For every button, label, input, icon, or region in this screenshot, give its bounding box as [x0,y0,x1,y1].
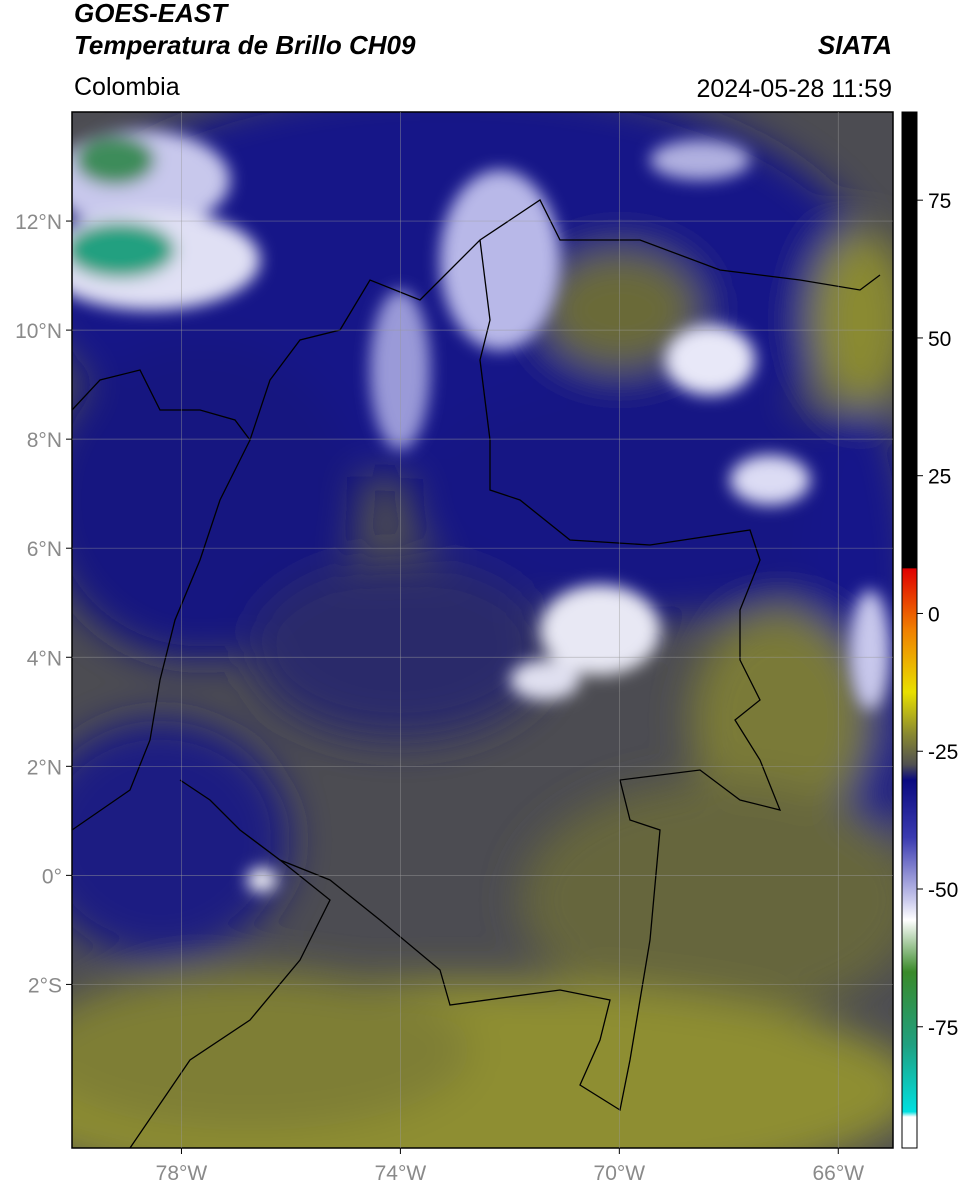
map-frame [71,111,894,1149]
grid [72,112,893,1148]
source: SIATA [818,30,892,60]
colorbar-tick-label: -75 [928,1017,958,1040]
colorbar-tick-label: 0 [928,603,940,626]
x-tick-label: 78°W [156,1162,208,1185]
x-tick-label: 70°W [594,1162,646,1185]
y-tick-label: 10°N [15,320,62,343]
subtitle: Temperatura de Brillo CH09 [74,30,416,60]
region: Colombia [74,73,180,101]
y-tick-label: 4°N [27,647,62,670]
y-tick-label: 6°N [27,538,62,561]
colorbar-tick-label: -50 [928,879,958,902]
x-tick-label: 66°W [812,1162,864,1185]
colorbar-tick-label: 75 [928,190,951,213]
colorbar-tick-label: -25 [928,741,958,764]
colorbar-tick-label: 50 [928,328,951,351]
y-tick-label: 0° [42,865,62,888]
title: GOES-EAST [74,0,229,28]
satellite-image [72,112,893,1148]
y-tick-label: 2°S [28,974,62,997]
y-tick-label: 12°N [15,211,62,234]
colorbar [901,111,918,1149]
timestamp: 2024-05-28 11:59 [696,75,892,103]
y-tick-label: 8°N [27,429,62,452]
colorbar-tick-label: 25 [928,466,951,489]
y-tick-label: 2°N [27,756,62,779]
x-tick-label: 74°W [375,1162,427,1185]
